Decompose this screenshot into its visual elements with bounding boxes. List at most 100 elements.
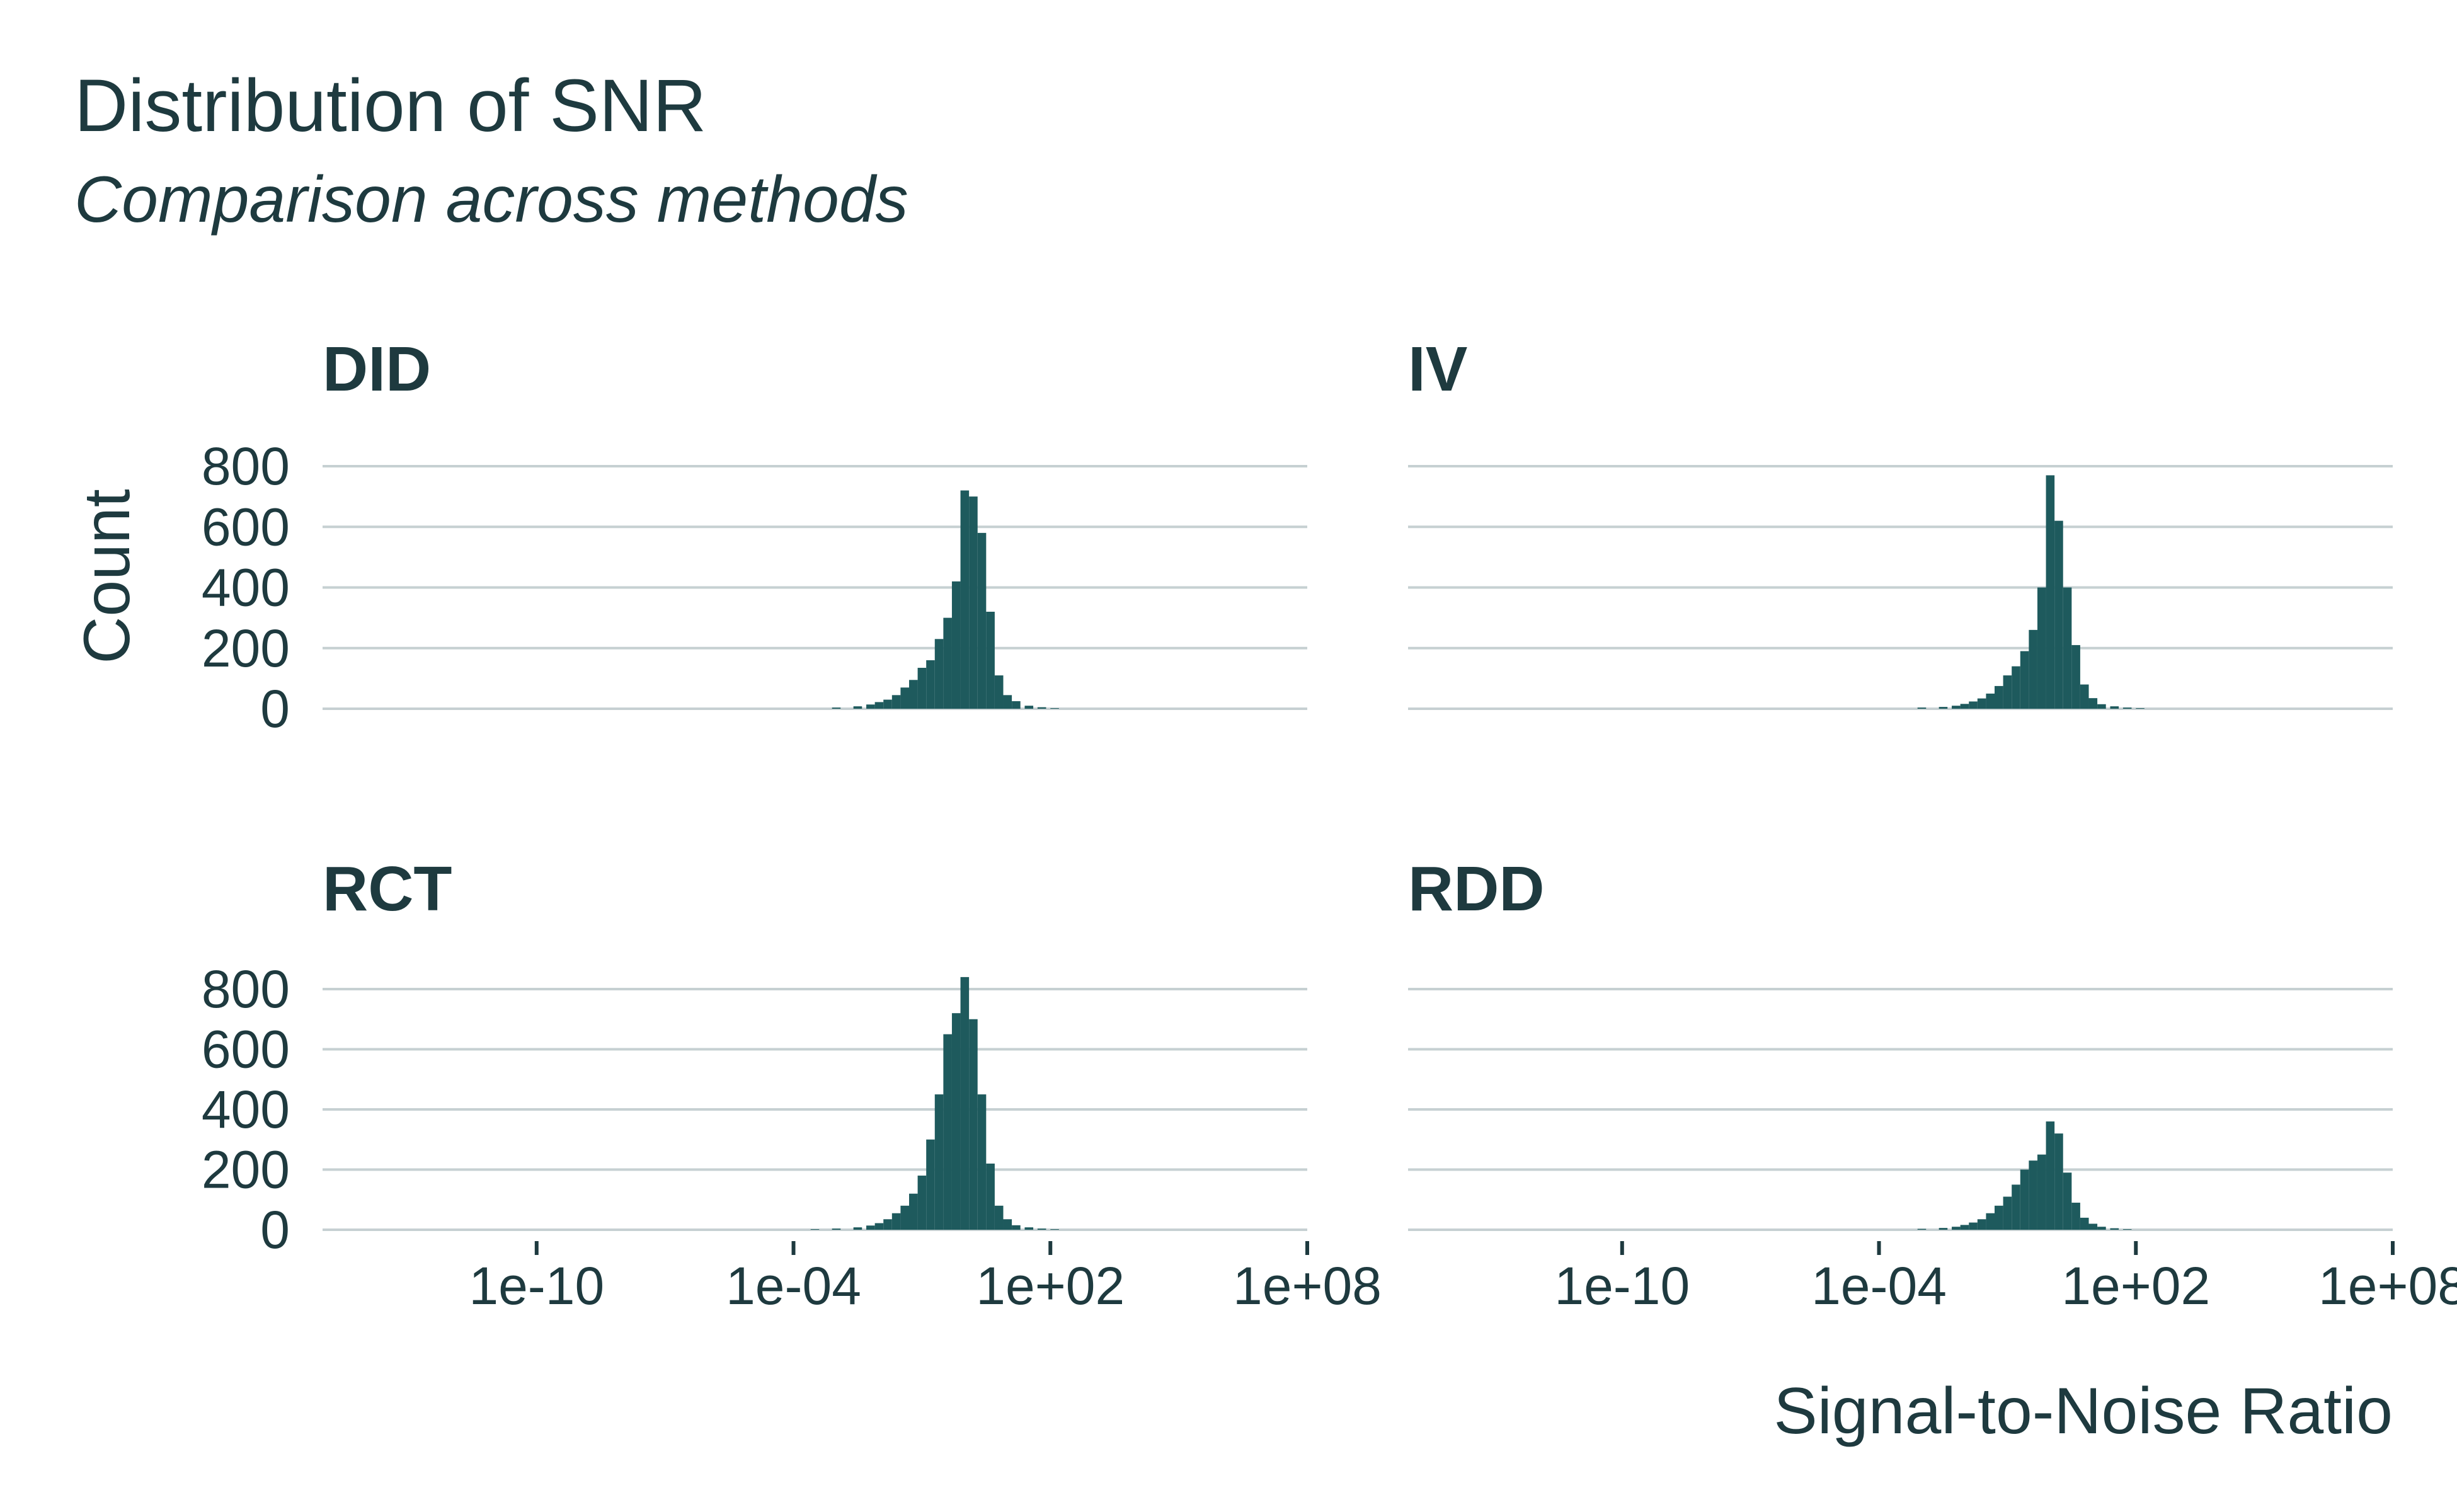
histogram-bar bbox=[1977, 698, 1986, 709]
histogram-bar bbox=[994, 1205, 1004, 1230]
histogram-bar bbox=[917, 668, 927, 709]
x-tick-label: 1e-10 bbox=[1554, 1256, 1690, 1315]
facet-panel-iv: IV bbox=[1408, 334, 2393, 710]
y-tick-label: 800 bbox=[202, 959, 290, 1019]
histogram-bar bbox=[977, 1094, 987, 1230]
histogram-bar bbox=[2046, 1121, 2055, 1230]
histogram-bar bbox=[926, 660, 935, 709]
facet-label: RCT bbox=[323, 854, 452, 924]
histogram-bar bbox=[2097, 704, 2106, 709]
histogram-bar bbox=[832, 1228, 841, 1230]
histogram-bar bbox=[1037, 707, 1046, 709]
histogram-bar bbox=[2136, 708, 2145, 709]
histogram-bar bbox=[1995, 685, 2003, 709]
histogram-bar bbox=[1939, 1228, 1948, 1230]
histogram-bar bbox=[1050, 1229, 1059, 1230]
histogram-bar bbox=[2122, 1229, 2132, 1230]
histogram-bar bbox=[900, 687, 910, 709]
histogram-bar bbox=[1012, 701, 1021, 709]
y-tick-label: 0 bbox=[260, 1200, 290, 1259]
histogram-bar bbox=[1969, 1222, 1978, 1230]
histogram-bar bbox=[2063, 1172, 2072, 1230]
histogram-bar bbox=[960, 490, 970, 709]
histogram-bar bbox=[2037, 1154, 2046, 1230]
histogram-bar bbox=[909, 680, 918, 709]
y-tick-label: 400 bbox=[202, 558, 290, 617]
x-tick-label: 1e+02 bbox=[976, 1256, 1125, 1315]
histogram-bar bbox=[2003, 1196, 2012, 1230]
histogram-bar bbox=[900, 1205, 910, 1230]
histogram-bar bbox=[986, 612, 995, 709]
histogram-bar bbox=[1012, 1225, 1021, 1230]
histogram-bar bbox=[934, 639, 944, 709]
facet-panel-rdd: RDD 1e-10 1e-04 1e+02 1e+08 bbox=[1408, 854, 2457, 1315]
histogram-bar bbox=[2003, 675, 2012, 709]
histogram-bar bbox=[1024, 706, 1034, 709]
histogram-bar bbox=[943, 617, 952, 709]
x-tick-label: 1e-10 bbox=[469, 1256, 604, 1315]
y-tick-label: 800 bbox=[202, 437, 290, 496]
facet-label: RDD bbox=[1408, 854, 1545, 924]
histogram-bar bbox=[2063, 587, 2072, 709]
histogram-bar bbox=[2020, 1169, 2029, 1230]
histogram-bar bbox=[2046, 475, 2055, 709]
histogram-bar bbox=[2012, 666, 2020, 709]
y-tick-label: 600 bbox=[202, 497, 290, 556]
histogram-bar bbox=[1037, 1228, 1046, 1230]
y-tick-label: 400 bbox=[202, 1080, 290, 1139]
histogram-bar bbox=[969, 1019, 978, 1230]
histogram-bar bbox=[1003, 695, 1012, 709]
histogram-bar bbox=[1995, 1205, 2003, 1230]
histogram-bar bbox=[874, 1223, 884, 1230]
histogram-bar bbox=[2080, 1217, 2089, 1230]
x-tick-label: 1e-04 bbox=[1811, 1256, 1947, 1315]
histogram-bar bbox=[2054, 520, 2063, 709]
histogram-bar bbox=[977, 532, 987, 709]
x-tick-label: 1e-04 bbox=[726, 1256, 861, 1315]
histogram-bar bbox=[2088, 698, 2098, 709]
histogram-bar bbox=[917, 1176, 927, 1230]
histogram-bar bbox=[2029, 629, 2037, 709]
facet-label: IV bbox=[1408, 334, 1468, 404]
histogram-bar bbox=[951, 581, 961, 709]
histogram-bar bbox=[2054, 1133, 2063, 1230]
histogram-bar bbox=[1969, 701, 1978, 709]
histogram-bar bbox=[1050, 708, 1059, 709]
y-tick-label: 200 bbox=[202, 1140, 290, 1200]
histogram-bar bbox=[2080, 684, 2089, 709]
histogram-bar bbox=[883, 1219, 892, 1230]
histogram-bar bbox=[874, 702, 884, 709]
histogram-bar bbox=[883, 699, 892, 709]
histogram-bar bbox=[1977, 1219, 1986, 1230]
histogram-bar bbox=[1986, 1213, 1995, 1230]
y-tick-label: 0 bbox=[260, 679, 290, 738]
histogram-bar bbox=[2110, 1228, 2119, 1230]
histogram-bar bbox=[2071, 1203, 2080, 1230]
chart-title: Distribution of SNR bbox=[74, 64, 707, 147]
histogram-bar bbox=[2071, 644, 2080, 709]
histogram-bar bbox=[2029, 1160, 2037, 1230]
histogram-bar bbox=[1939, 707, 1948, 709]
histogram-bar bbox=[934, 1094, 944, 1230]
histogram-bar bbox=[2110, 706, 2119, 709]
histogram-bar bbox=[866, 1225, 875, 1230]
histogram-bar bbox=[943, 1034, 952, 1230]
histogram-bar bbox=[2088, 1223, 2098, 1230]
histogram-bar bbox=[2012, 1184, 2020, 1230]
histogram-bar bbox=[2020, 651, 2029, 709]
y-tick-label: 600 bbox=[202, 1020, 290, 1079]
x-tick-label: 1e+08 bbox=[1233, 1256, 1382, 1315]
x-tick-label: 1e+02 bbox=[2061, 1256, 2210, 1315]
histogram-bar bbox=[986, 1163, 995, 1230]
histogram-bar bbox=[891, 695, 901, 709]
histogram-bar bbox=[866, 704, 875, 709]
histogram-bar bbox=[926, 1139, 935, 1230]
histogram-bar bbox=[2097, 1227, 2106, 1230]
histogram-bar bbox=[994, 675, 1004, 709]
histogram-bar bbox=[1003, 1219, 1012, 1230]
histogram-bar bbox=[891, 1213, 901, 1230]
y-axis-title: Count bbox=[71, 489, 144, 664]
